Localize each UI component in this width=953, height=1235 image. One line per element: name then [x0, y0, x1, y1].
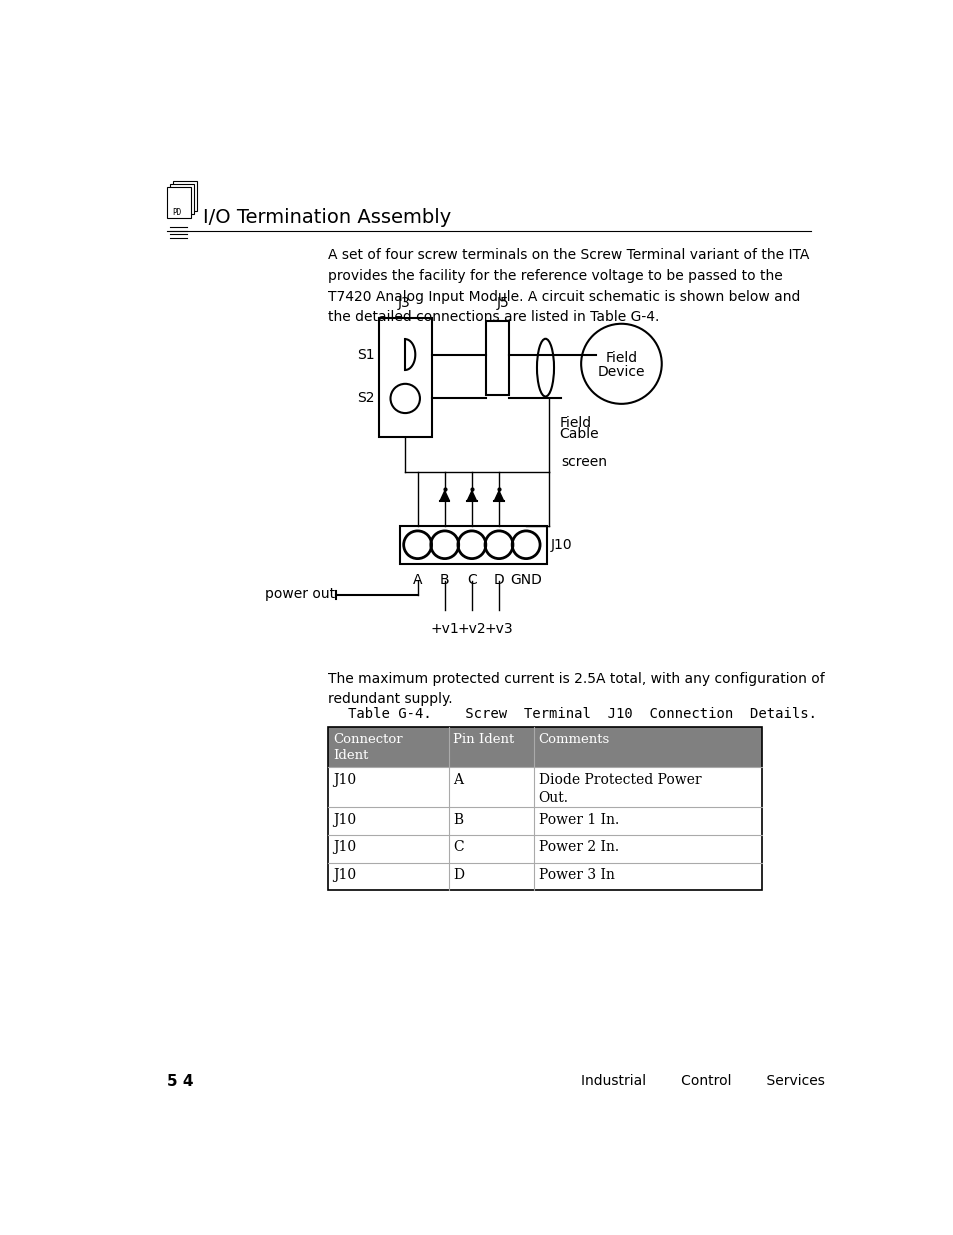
Text: Field: Field: [558, 416, 591, 430]
Text: A: A: [413, 573, 422, 587]
Text: Diode Protected Power
Out.: Diode Protected Power Out.: [537, 773, 700, 805]
Text: B: B: [453, 813, 463, 826]
Text: C: C: [453, 841, 463, 855]
Bar: [171, 184, 193, 215]
Text: screen: screen: [560, 454, 606, 468]
Polygon shape: [439, 490, 449, 501]
Text: J10: J10: [333, 868, 355, 882]
Bar: [328, 727, 761, 890]
Text: PD: PD: [172, 209, 182, 217]
Text: D: D: [453, 868, 464, 882]
Text: S1: S1: [357, 347, 375, 362]
Text: +v3: +v3: [484, 621, 513, 636]
Bar: [328, 727, 761, 767]
Bar: [328, 863, 761, 890]
Bar: [485, 321, 509, 395]
Text: Industrial        Control        Services: Industrial Control Services: [580, 1074, 824, 1088]
Text: Power 1 In.: Power 1 In.: [537, 813, 618, 826]
Text: A: A: [453, 773, 463, 787]
Text: Power 3 In: Power 3 In: [537, 868, 614, 882]
Bar: [173, 180, 196, 211]
Bar: [399, 526, 546, 564]
Text: Table G-4.    Screw  Terminal  J10  Connection  Details.: Table G-4. Screw Terminal J10 Connection…: [348, 708, 816, 721]
Text: J3: J3: [397, 296, 411, 310]
Polygon shape: [467, 490, 476, 501]
Text: Comments: Comments: [537, 734, 609, 746]
Text: C: C: [467, 573, 476, 587]
Text: J10: J10: [333, 773, 355, 787]
Text: D: D: [493, 573, 504, 587]
Bar: [328, 767, 761, 808]
Text: +v1: +v1: [430, 621, 458, 636]
Text: B: B: [439, 573, 449, 587]
Bar: [328, 808, 761, 835]
Text: J10: J10: [550, 537, 572, 552]
Text: J5: J5: [496, 296, 509, 310]
Text: Cable: Cable: [558, 427, 598, 441]
Text: S2: S2: [357, 391, 375, 405]
Bar: [378, 317, 431, 437]
Text: J10: J10: [333, 841, 355, 855]
Bar: [167, 186, 191, 217]
Text: Field: Field: [605, 351, 637, 364]
Text: Connector
Ident: Connector Ident: [333, 734, 402, 762]
Text: Power 2 In.: Power 2 In.: [537, 841, 618, 855]
Text: 5 4: 5 4: [167, 1074, 193, 1089]
Text: GND: GND: [510, 573, 541, 587]
Text: I/O Termination Assembly: I/O Termination Assembly: [203, 209, 451, 227]
Text: Pin Ident: Pin Ident: [453, 734, 514, 746]
Text: A set of four screw terminals on the Screw Terminal variant of the ITA
provides : A set of four screw terminals on the Scr…: [328, 248, 809, 324]
Text: +v2: +v2: [457, 621, 486, 636]
Polygon shape: [494, 490, 503, 501]
Text: The maximum protected current is 2.5A total, with any configuration of
redundant: The maximum protected current is 2.5A to…: [328, 672, 824, 706]
Bar: [328, 835, 761, 863]
Text: power out: power out: [264, 587, 335, 601]
Text: Device: Device: [598, 364, 644, 378]
Text: J10: J10: [333, 813, 355, 826]
